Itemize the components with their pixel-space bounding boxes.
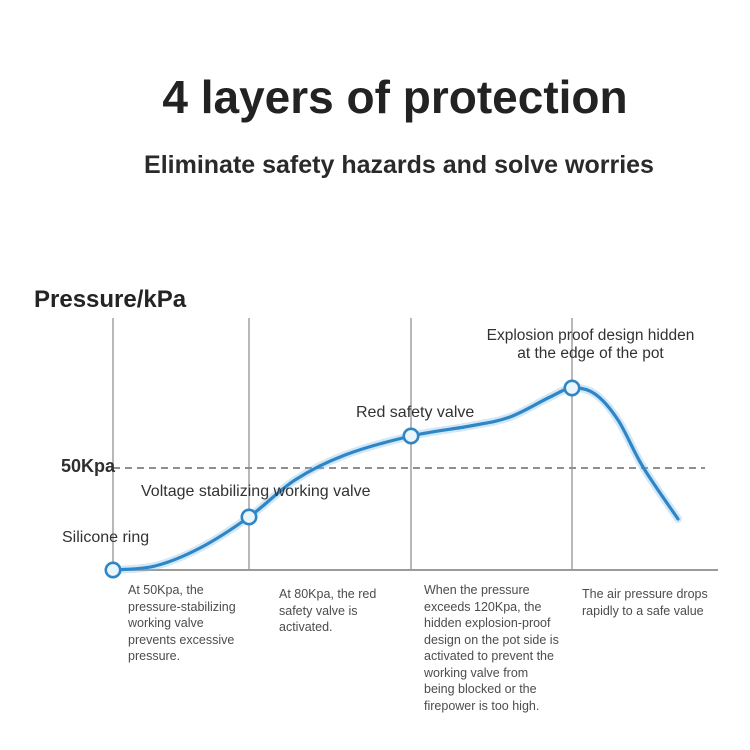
curve-marker [240, 508, 258, 526]
annotation-voltage-stabilizing-valve: Voltage stabilizing working valve [141, 483, 371, 500]
stage-description-120kpa: When the pressure exceeds 120Kpa, the hi… [424, 583, 559, 713]
curve-marker [104, 561, 122, 579]
curve-marker [563, 379, 581, 397]
pressure-line-chart [104, 318, 718, 579]
annotation-silicone-ring: Silicone ring [62, 529, 150, 546]
pressure-curve [111, 386, 680, 572]
stage-description-pressure-drop: The air pressure drops rapidly to a safe… [582, 587, 708, 618]
curve-marker [402, 427, 420, 445]
reference-line-label-50kpa: 50Kpa [61, 456, 116, 476]
page-title: 4 layers of protection [162, 71, 628, 123]
stage-description-50kpa: At 50Kpa, the pressure-stabilizing worki… [128, 583, 236, 663]
y-axis-label: Pressure/kPa [34, 286, 187, 313]
stage-description-80kpa: At 80Kpa, the red safety valve is activa… [279, 587, 377, 634]
annotation-explosion-proof-design: Explosion proof design hidden at the edg… [486, 327, 695, 362]
page-subtitle: Eliminate safety hazards and solve worri… [144, 151, 654, 179]
annotation-red-safety-valve: Red safety valve [356, 404, 475, 421]
